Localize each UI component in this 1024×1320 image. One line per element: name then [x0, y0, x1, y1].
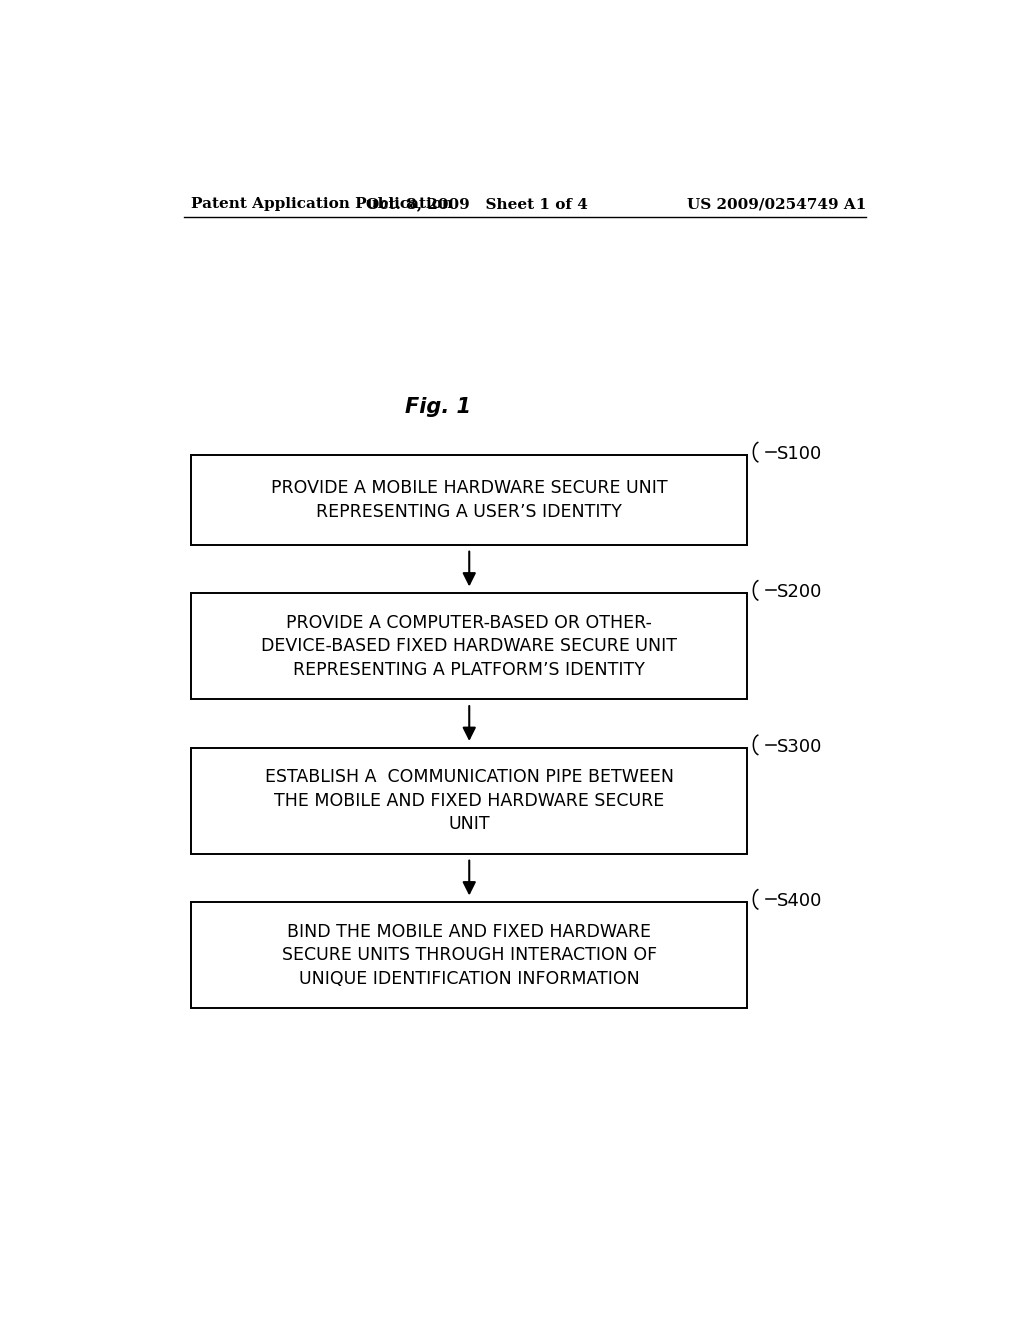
Bar: [191, 455, 748, 545]
Text: Patent Application Publication: Patent Application Publication: [191, 197, 454, 211]
Text: S400: S400: [777, 892, 822, 911]
Text: PROVIDE A MOBILE HARDWARE SECURE UNIT
REPRESENTING A USER’S IDENTITY: PROVIDE A MOBILE HARDWARE SECURE UNIT RE…: [271, 479, 668, 520]
Text: S300: S300: [777, 738, 822, 756]
Text: Oct. 8, 2009   Sheet 1 of 4: Oct. 8, 2009 Sheet 1 of 4: [367, 197, 588, 211]
Text: S100: S100: [777, 445, 822, 463]
Text: US 2009/0254749 A1: US 2009/0254749 A1: [687, 197, 866, 211]
Text: PROVIDE A COMPUTER-BASED OR OTHER-
DEVICE-BASED FIXED HARDWARE SECURE UNIT
REPRE: PROVIDE A COMPUTER-BASED OR OTHER- DEVIC…: [261, 614, 677, 678]
Text: BIND THE MOBILE AND FIXED HARDWARE
SECURE UNITS THROUGH INTERACTION OF
UNIQUE ID: BIND THE MOBILE AND FIXED HARDWARE SECUR…: [282, 923, 656, 987]
Text: S200: S200: [777, 583, 822, 602]
Text: ESTABLISH A  COMMUNICATION PIPE BETWEEN
THE MOBILE AND FIXED HARDWARE SECURE
UNI: ESTABLISH A COMMUNICATION PIPE BETWEEN T…: [265, 768, 674, 833]
Bar: [191, 594, 748, 700]
Text: Fig. 1: Fig. 1: [404, 397, 470, 417]
Bar: [191, 748, 748, 854]
Bar: [191, 903, 748, 1008]
